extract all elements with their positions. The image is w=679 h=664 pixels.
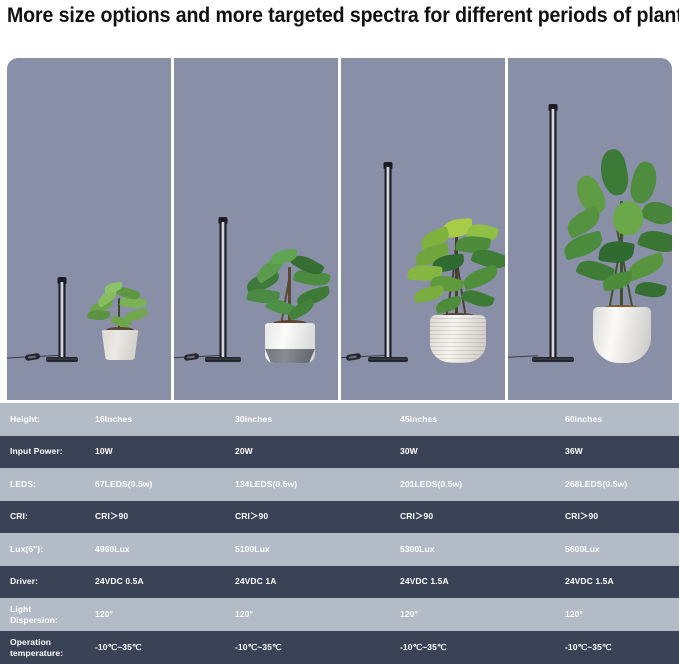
row-value-45inch: CRI＞90 [400, 511, 434, 522]
row-value-16inch: CRI＞90 [95, 511, 129, 522]
lamp-cap [218, 217, 228, 224]
photo-panel-16-inch [7, 58, 171, 400]
lamp-16-inch [46, 277, 78, 362]
leaf [434, 295, 463, 315]
table-row-lux: Lux(6"): 4960Lux 5100Lux 5300Lux 5600Lux [0, 533, 679, 566]
leaf [636, 225, 672, 258]
row-value-60inch: -10℃~35℃ [565, 642, 612, 652]
inline-switch-icon [24, 352, 41, 362]
plant-stem [455, 227, 458, 319]
plant-fiddle-leaf-fig [403, 155, 505, 363]
row-value-16inch: 24VDC 0.5A [95, 576, 144, 587]
row-value-45inch: 24VDC 1.5A [400, 576, 449, 587]
row-label: Height: [10, 413, 40, 424]
leaf [626, 159, 662, 207]
lamp-base [46, 357, 78, 362]
row-value-60inch: 36W [565, 446, 583, 457]
row-value-60inch: 60inches [565, 413, 603, 424]
row-value-45inch: 45inches [400, 413, 438, 424]
row-value-30inch: 24VDC 1A [235, 576, 277, 587]
lamp-pole [58, 282, 66, 358]
plant-rubber [244, 223, 336, 363]
leaf [612, 200, 645, 237]
row-label: Operation temperature: [10, 636, 64, 658]
table-row-height: Height: 16Inches 30inches 45inches 60inc… [0, 403, 679, 436]
lamp-base [532, 357, 574, 362]
inline-switch-icon [345, 352, 362, 362]
row-value-60inch: 120° [565, 609, 583, 619]
lamp-cap [383, 162, 393, 169]
row-value-30inch: 120° [235, 609, 253, 619]
leaf [87, 308, 111, 322]
lamp-45-inch [368, 162, 408, 362]
row-label: Driver: [10, 576, 39, 587]
row-label: Input Power: [10, 446, 63, 457]
row-value-45inch: 5300Lux [400, 543, 435, 554]
row-value-16inch: 4960Lux [95, 543, 130, 554]
lamp-pole [219, 222, 227, 358]
leaf [598, 238, 635, 266]
leaf [634, 278, 668, 301]
row-value-30inch: 20W [235, 446, 253, 457]
row-value-45inch: 201LEDS(0.5w) [400, 478, 463, 489]
photo-panel-45-inch [341, 58, 505, 400]
lamp-60-inch [532, 104, 574, 362]
row-value-16inch: 120° [95, 609, 113, 619]
leaf [460, 264, 501, 291]
plant-pot [101, 330, 139, 360]
product-photo-strip [7, 58, 672, 400]
plant-stem [118, 298, 120, 332]
photo-panel-30-inch [174, 58, 338, 400]
row-value-16inch: 10W [95, 446, 113, 457]
lamp-pole [384, 167, 392, 358]
row-value-30inch: 30inches [235, 413, 273, 424]
plant-stem [288, 267, 291, 325]
row-label: Lux(6"): [10, 543, 44, 554]
row-value-60inch: 5600Lux [565, 543, 600, 554]
row-value-30inch: 5100Lux [235, 543, 270, 554]
row-value-30inch: 134LEDS(0.5w) [235, 478, 298, 489]
row-value-45inch: -10℃~35℃ [400, 642, 447, 652]
inline-switch-icon [183, 352, 200, 362]
lamp-cap [57, 277, 67, 284]
table-row-light-dispersion: Light Dispersion: 120° 120° 120° 120° [0, 598, 679, 631]
specification-table: Height: 16Inches 30inches 45inches 60inc… [0, 403, 679, 664]
row-value-16inch: 16Inches [95, 413, 133, 424]
lamp-30-inch [205, 217, 241, 362]
row-label: LEDS: [10, 478, 36, 489]
photo-panel-60-inch [508, 58, 672, 400]
table-row-leds: LEDS: 67LEDS(0.5w) 134LEDS(0.5w) 201LEDS… [0, 468, 679, 501]
plant-small-shrub [85, 270, 155, 360]
table-row-driver: Driver: 24VDC 0.5A 24VDC 1A 24VDC 1.5A 2… [0, 565, 679, 598]
plant-pot [592, 307, 651, 363]
row-label: CRI: [10, 511, 28, 522]
plant-pot [265, 323, 315, 363]
row-value-30inch: -10℃~35℃ [235, 642, 282, 652]
row-value-60inch: 268LEDS(0.5w) [565, 478, 628, 489]
table-row-operation-temperature: Operation temperature: -10℃~35℃ -10℃~35℃… [0, 631, 679, 664]
table-row-cri: CRI: CRI＞90 CRI＞90 CRI＞90 CRI＞90 [0, 500, 679, 533]
row-label: Light Dispersion: [10, 603, 58, 625]
table-row-input-power: Input Power: 10W 20W 30W 36W [0, 435, 679, 468]
lamp-pole [549, 109, 557, 358]
leaf [596, 147, 632, 198]
row-value-60inch: CRI＞90 [565, 511, 599, 522]
row-value-45inch: 120° [400, 609, 418, 619]
row-value-45inch: 30W [400, 446, 418, 457]
lamp-cap [548, 104, 558, 111]
row-value-16inch: -10℃~35℃ [95, 642, 142, 652]
leaf [460, 286, 496, 311]
row-value-60inch: 24VDC 1.5A [565, 576, 614, 587]
row-value-16inch: 67LEDS(0.5w) [95, 478, 153, 489]
plant-bird-of-paradise [561, 95, 672, 363]
page-headline: More size options and more targeted spec… [7, 4, 679, 27]
lamp-base [368, 357, 408, 362]
row-value-30inch: CRI＞90 [235, 511, 269, 522]
lamp-base [205, 357, 241, 362]
plant-pot [430, 315, 486, 363]
